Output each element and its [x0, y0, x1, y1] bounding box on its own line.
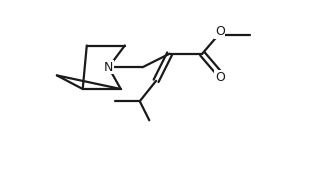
Text: O: O	[215, 71, 225, 84]
Text: N: N	[104, 61, 113, 74]
Text: O: O	[215, 25, 225, 38]
